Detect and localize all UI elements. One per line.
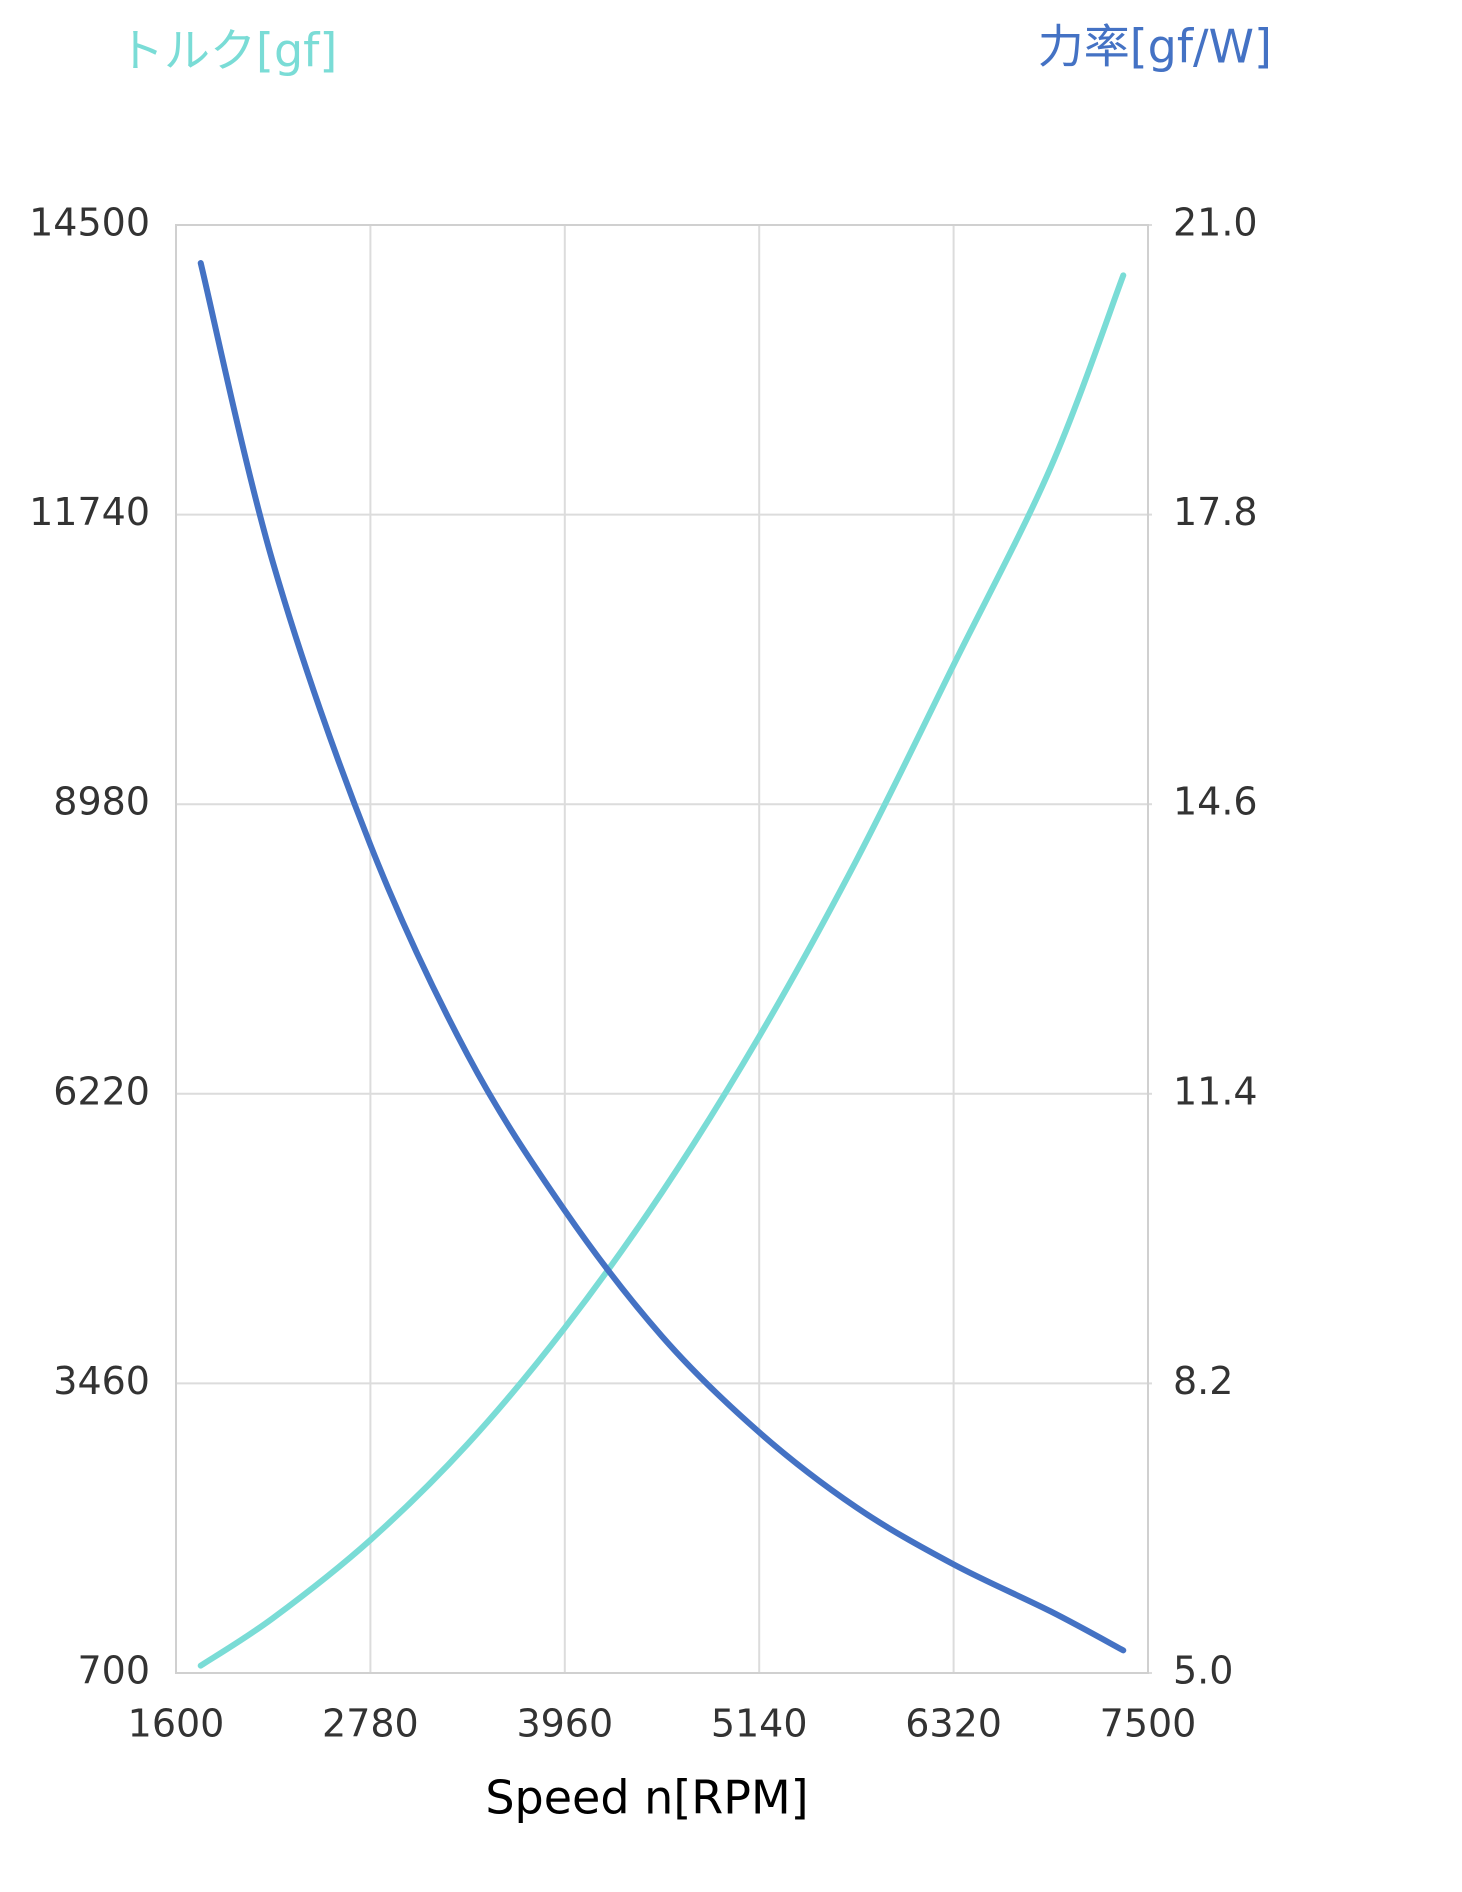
x-tick-label: 6320 <box>905 1702 1002 1746</box>
y-tick-label: 6220 <box>53 1069 150 1113</box>
y2-tick-label: 8.2 <box>1173 1359 1233 1403</box>
y2-tick-label: 21.0 <box>1173 201 1258 245</box>
y2-tick-label: 5.0 <box>1173 1649 1233 1693</box>
left-axis-title: トルク[gf] <box>118 24 337 78</box>
series-line <box>197 260 1127 1654</box>
y-tick-label: 11740 <box>29 490 150 534</box>
x-axis-title: Speed n[RPM] <box>485 1771 808 1825</box>
y2-tick-label: 11.4 <box>1173 1069 1258 1113</box>
y-tick-label: 700 <box>77 1649 150 1693</box>
x-tick-label: 5140 <box>711 1702 808 1746</box>
plot-frame <box>175 224 1149 1674</box>
x-tick-label: 1600 <box>128 1702 225 1746</box>
series-line <box>197 272 1127 1669</box>
y-tick-label: 14500 <box>29 201 150 245</box>
y-tick-label: 8980 <box>53 780 150 824</box>
x-tick-label: 2780 <box>322 1702 419 1746</box>
right-axis-title: 力率[gf/W] <box>1038 20 1272 74</box>
y2-tick-label: 14.6 <box>1173 780 1258 824</box>
x-tick-label: 7500 <box>1100 1702 1197 1746</box>
x-tick-label: 3960 <box>516 1702 613 1746</box>
y-tick-label: 3460 <box>53 1359 150 1403</box>
y2-tick-label: 17.8 <box>1173 490 1258 534</box>
